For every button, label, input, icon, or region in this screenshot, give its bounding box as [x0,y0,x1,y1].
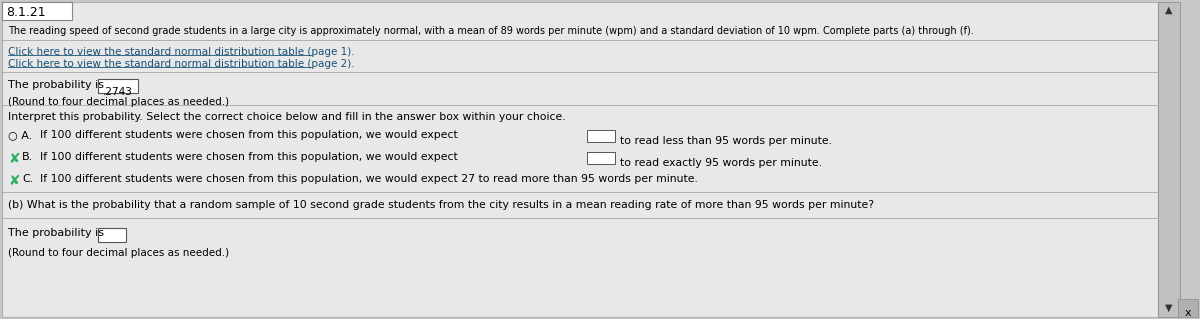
FancyBboxPatch shape [587,152,616,164]
Text: ✘: ✘ [8,174,19,188]
Text: If 100 different students were chosen from this population, we would expect 27 t: If 100 different students were chosen fr… [40,174,698,184]
Text: If 100 different students were chosen from this population, we would expect: If 100 different students were chosen fr… [40,130,457,140]
FancyBboxPatch shape [1158,2,1180,317]
FancyBboxPatch shape [2,2,72,20]
Text: The probability is: The probability is [8,80,104,90]
Text: B.: B. [22,152,34,162]
Text: Click here to view the standard normal distribution table (page 2).: Click here to view the standard normal d… [8,59,355,69]
Text: (b) What is the probability that a random sample of 10 second grade students fro: (b) What is the probability that a rando… [8,200,874,210]
Text: C.: C. [22,174,34,184]
Text: x: x [1184,308,1192,318]
Text: ▲: ▲ [1165,5,1172,15]
FancyBboxPatch shape [2,2,1158,317]
Text: The reading speed of second grade students in a large city is approximately norm: The reading speed of second grade studen… [8,26,973,36]
Text: to read exactly 95 words per minute.: to read exactly 95 words per minute. [620,158,822,168]
FancyBboxPatch shape [587,130,616,142]
Text: If 100 different students were chosen from this population, we would expect: If 100 different students were chosen fr… [40,152,457,162]
FancyBboxPatch shape [1178,299,1198,317]
Text: The probability is: The probability is [8,228,104,238]
Text: (Round to four decimal places as needed.): (Round to four decimal places as needed.… [8,97,229,107]
FancyBboxPatch shape [98,79,138,93]
Text: (Round to four decimal places as needed.): (Round to four decimal places as needed.… [8,248,229,258]
Text: ▼: ▼ [1165,303,1172,313]
Text: 8.1.21: 8.1.21 [6,5,46,19]
Text: ✘: ✘ [8,152,19,166]
Text: Click here to view the standard normal distribution table (page 1).: Click here to view the standard normal d… [8,47,355,57]
Text: .2743: .2743 [103,87,133,97]
Text: ○ A.: ○ A. [8,130,32,140]
Text: to read less than 95 words per minute.: to read less than 95 words per minute. [620,136,832,146]
FancyBboxPatch shape [98,228,126,242]
Text: Interpret this probability. Select the correct choice below and fill in the answ: Interpret this probability. Select the c… [8,112,565,122]
